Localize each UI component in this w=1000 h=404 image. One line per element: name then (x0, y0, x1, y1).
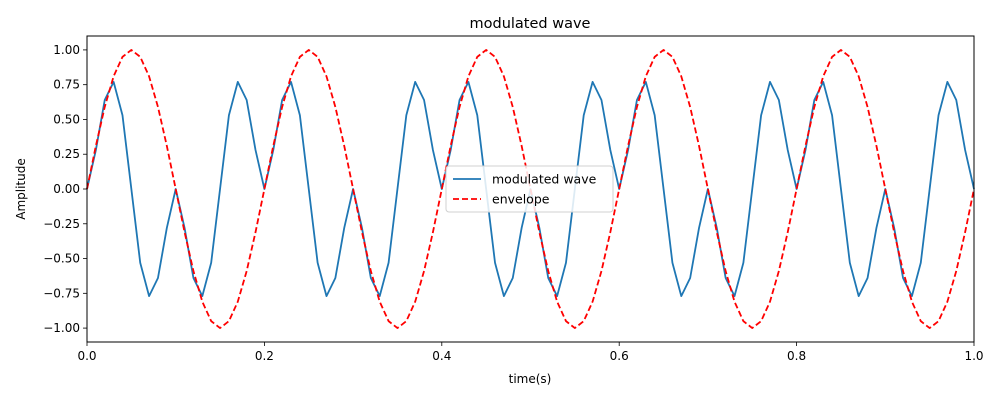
y-tick-label: 1.00 (53, 43, 80, 57)
x-tick-label: 1.0 (964, 349, 983, 363)
legend-box (445, 165, 614, 213)
legend-label-modulated-wave: modulated wave (492, 172, 597, 187)
x-axis-ticks: 0.0 0.2 0.4 0.6 0.8 1.0 (77, 342, 984, 363)
series-line-envelope (86, 49, 975, 329)
y-tick-label: −0.75 (43, 286, 80, 300)
legend: modulated wave envelope (445, 165, 614, 213)
y-tick-label: 0.50 (53, 112, 80, 126)
x-tick-label: 0.8 (787, 349, 806, 363)
x-tick-label: 0.0 (77, 349, 96, 363)
y-tick-label: −1.00 (43, 321, 80, 335)
legend-label-envelope: envelope (492, 192, 550, 207)
y-tick-label: −0.50 (43, 252, 80, 266)
x-tick-label: 0.2 (255, 349, 274, 363)
y-tick-label: 0.25 (53, 147, 80, 161)
y-tick-label: 0.75 (53, 78, 80, 92)
chart-title: modulated wave (470, 16, 591, 32)
x-axis-label: time(s) (509, 372, 552, 386)
x-tick-label: 0.4 (432, 349, 451, 363)
y-axis-label: Amplitude (14, 158, 28, 220)
y-tick-label: −0.25 (43, 217, 80, 231)
x-tick-label: 0.6 (610, 349, 629, 363)
y-tick-label: 0.00 (53, 182, 80, 196)
y-axis-ticks: 1.00 0.75 0.50 0.25 0.00 −0.25 −0.50 −0.75 −1.00 (43, 43, 87, 335)
